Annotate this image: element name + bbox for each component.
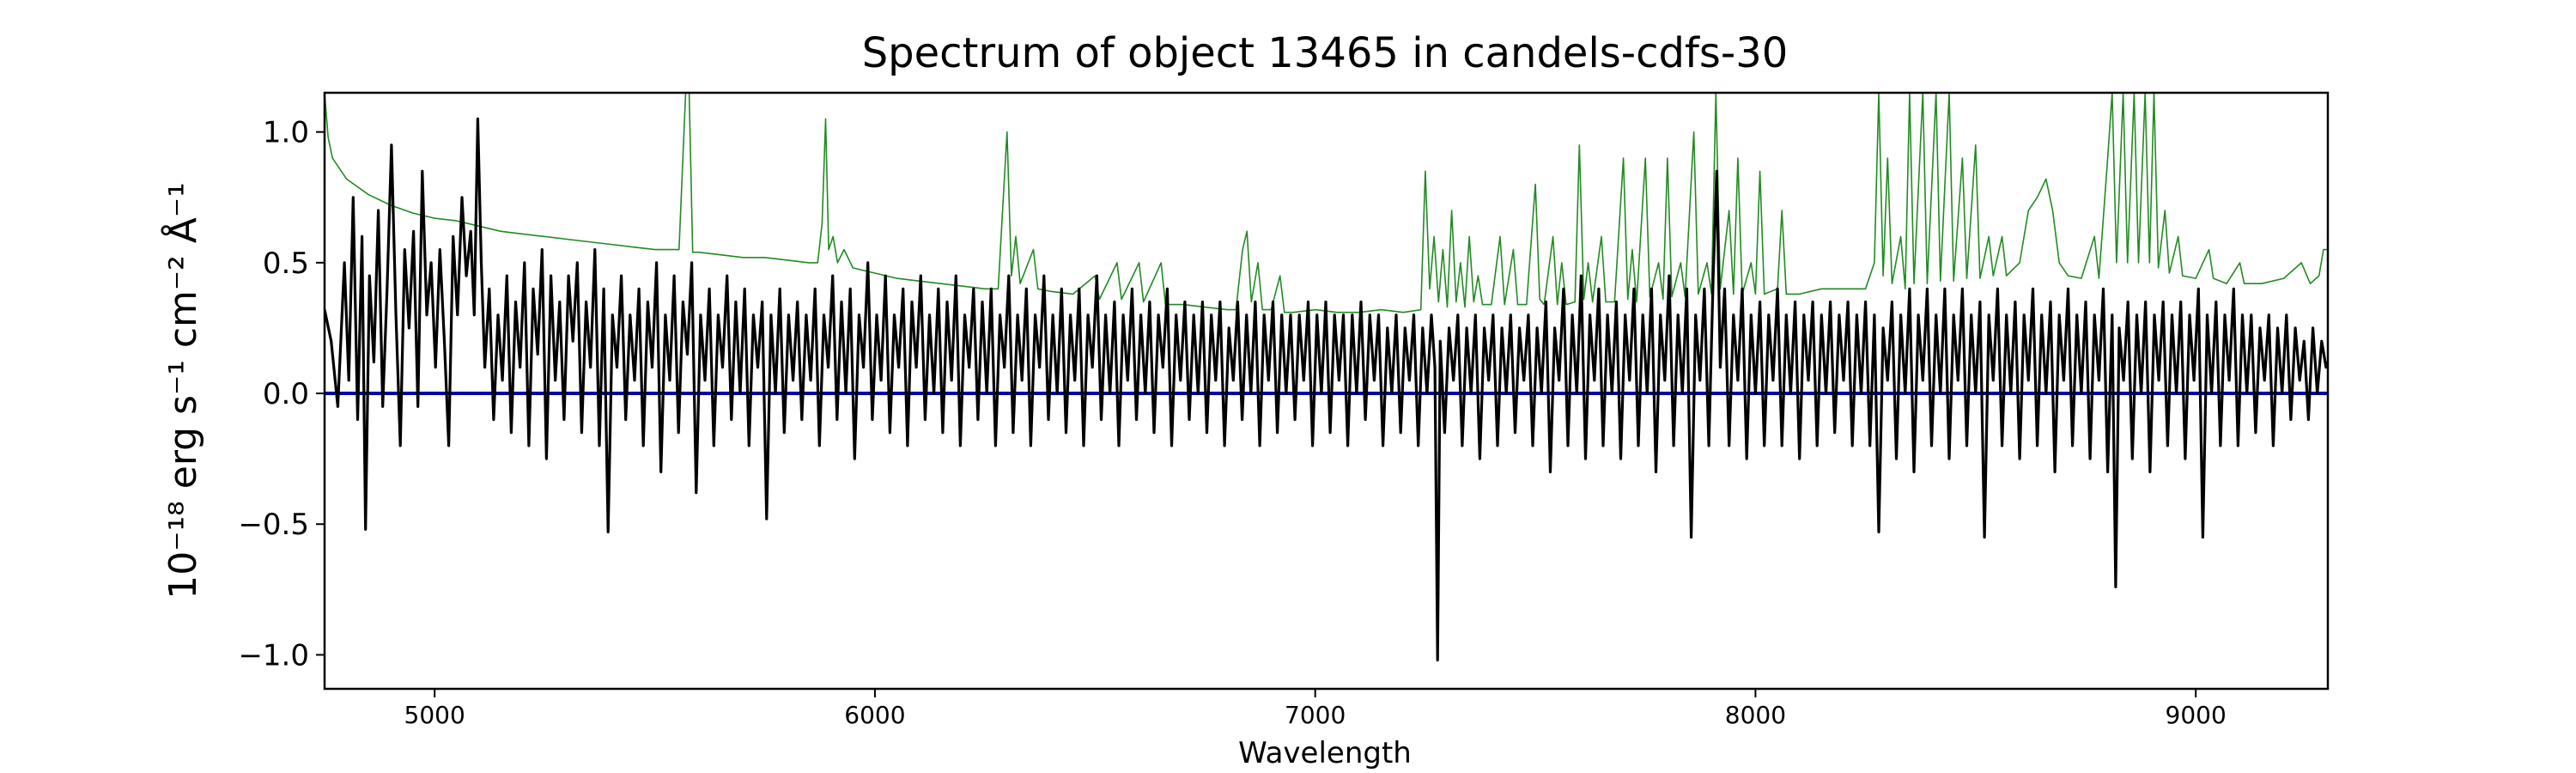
y-tick-label: −0.5 [238, 508, 309, 542]
chart-title: Spectrum of object 13465 in candels-cdfs… [862, 29, 1789, 77]
x-axis: 5000 6000 7000 8000 9000 [404, 689, 2227, 729]
series-layer [325, 93, 2328, 662]
y-tick-label: 1.0 [263, 116, 309, 150]
flux-series-line [325, 117, 2328, 662]
y-tick-label: 0.0 [263, 377, 309, 411]
y-tick-label: 0.5 [263, 247, 309, 281]
x-tick-label: 7000 [1285, 701, 1346, 729]
plot-frame [323, 91, 2330, 691]
y-axis: −1.0 −0.5 0.0 0.5 1.0 [238, 116, 325, 673]
x-axis-label: Wavelength [1238, 736, 1412, 770]
x-tick-label: 9000 [2166, 701, 2227, 729]
y-axis-label: 10⁻¹⁸ erg s⁻¹ cm⁻² Å⁻¹ [160, 182, 205, 599]
y-tick-label: −1.0 [238, 638, 309, 673]
x-tick-label: 6000 [844, 701, 905, 729]
x-tick-label: 8000 [1725, 701, 1786, 729]
x-tick-label: 5000 [404, 701, 465, 729]
error-series-line [325, 93, 2328, 313]
